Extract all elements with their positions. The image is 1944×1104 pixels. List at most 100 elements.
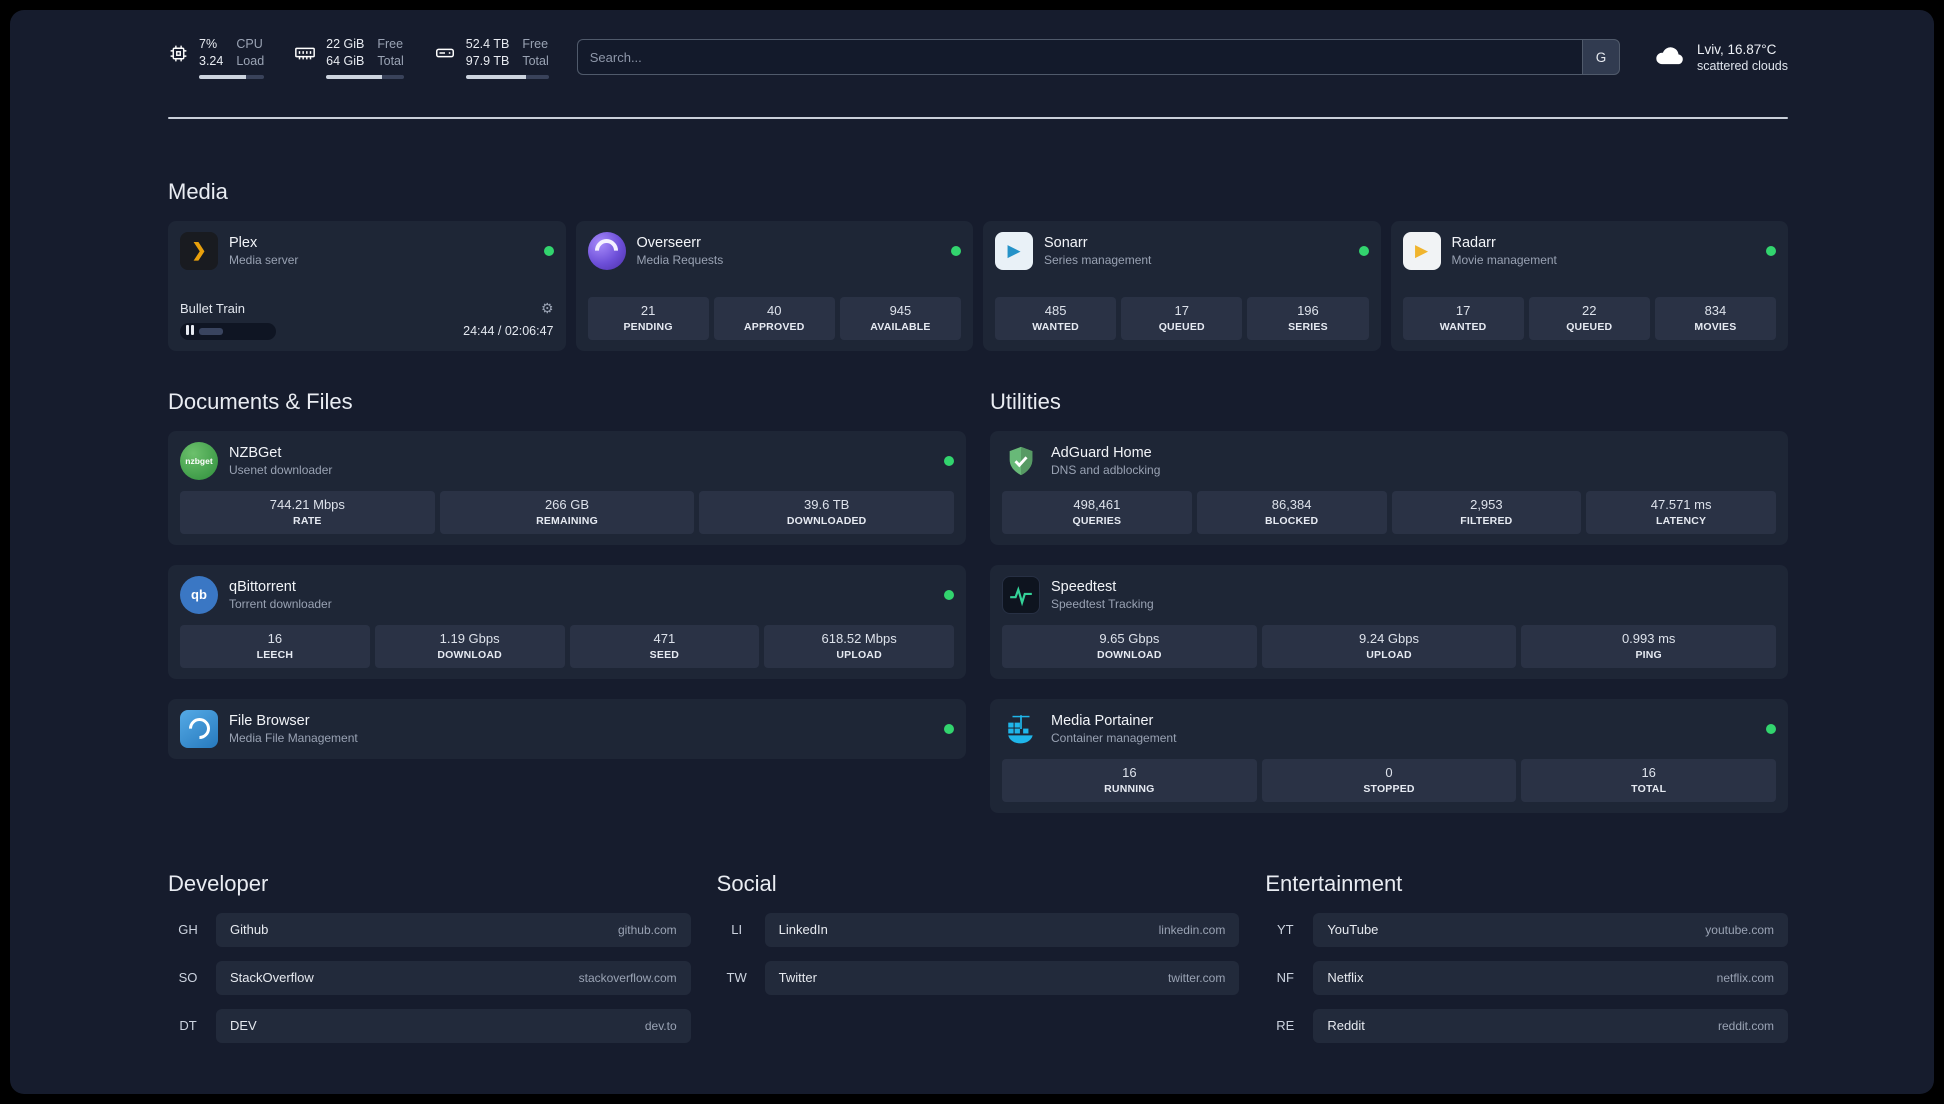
playback-progress-bar[interactable] bbox=[180, 322, 276, 340]
stat-pending: 21 PENDING bbox=[587, 296, 709, 340]
disk-total-label: Total bbox=[522, 54, 549, 69]
stat-value: 1.19 Gbps bbox=[439, 630, 500, 646]
app-title: Plex bbox=[229, 234, 258, 251]
disk-total-value: 97.9 TB bbox=[465, 54, 510, 69]
bookmark-link[interactable]: Reddit reddit.com bbox=[1313, 1008, 1788, 1043]
bookmark-abbr: RE bbox=[1276, 1018, 1295, 1033]
weather-widget: Lviv, 16.87°C scattered clouds bbox=[1654, 42, 1788, 73]
app-title: qBittorrent bbox=[229, 578, 296, 595]
app-title: Overseerr bbox=[636, 234, 701, 251]
stat-queued: 17 QUEUED bbox=[1121, 296, 1243, 340]
bookmark-abbr: YT bbox=[1277, 922, 1294, 937]
cpu-usage-label: CPU bbox=[236, 37, 263, 51]
stat-remaining: 266 GB REMAINING bbox=[439, 490, 695, 534]
stat-label: UPLOAD bbox=[1366, 648, 1412, 661]
plex-icon: ❯ bbox=[180, 231, 218, 270]
stat-value: 9.24 Gbps bbox=[1359, 630, 1419, 646]
bookmark-youtube: YT YouTube youtube.com bbox=[1265, 912, 1788, 947]
cpu-usage-value: 7% bbox=[199, 37, 218, 51]
dashboard: 7% 3.24 CPU Load bbox=[10, 10, 1934, 1094]
status-dot bbox=[944, 589, 954, 600]
pause-icon[interactable] bbox=[186, 322, 194, 340]
search-input[interactable] bbox=[576, 39, 1582, 76]
bookmark-abbr: LI bbox=[731, 922, 743, 937]
bookmark-twitter: TW Twitter twitter.com bbox=[717, 960, 1240, 995]
status-dot bbox=[944, 723, 954, 734]
app-title: AdGuard Home bbox=[1051, 444, 1152, 461]
app-title: Speedtest bbox=[1051, 578, 1117, 595]
bookmark-link[interactable]: DEV dev.to bbox=[216, 1008, 691, 1043]
stat-value: 0 bbox=[1385, 764, 1393, 780]
app-card-qbittorrent[interactable]: qb qBittorrent Torrent downloader 16 LEEC… bbox=[168, 564, 966, 679]
app-subtitle: Movie management bbox=[1451, 252, 1557, 267]
section-developer: Developer GH Github github.com SO StackO… bbox=[168, 871, 691, 1057]
app-card-portainer[interactable]: Media Portainer Container management 16 R… bbox=[990, 698, 1788, 813]
stat-upload: 9.24 Gbps UPLOAD bbox=[1261, 624, 1517, 668]
entertainment-section-title: Entertainment bbox=[1265, 870, 1403, 896]
app-card-adguard[interactable]: AdGuard Home DNS and adblocking 498,461 Q… bbox=[990, 430, 1788, 545]
memory-total-value: 64 GiB bbox=[326, 54, 365, 69]
stat-running: 16 RUNNING bbox=[1002, 758, 1257, 802]
app-card-nzbget[interactable]: nzbget NZBGet Usenet downloader 744.21 M… bbox=[168, 430, 966, 545]
bookmark-link[interactable]: YouTube youtube.com bbox=[1313, 912, 1788, 947]
bookmark-name: Github bbox=[230, 922, 269, 937]
stat-value: 0.993 ms bbox=[1621, 630, 1676, 646]
stat-label: RUNNING bbox=[1104, 782, 1155, 795]
cpu-usage-bar bbox=[199, 74, 265, 79]
settings-gear-icon[interactable]: ⚙ bbox=[540, 300, 554, 316]
qbittorrent-icon: qb bbox=[180, 575, 218, 614]
memory-widget: 22 GiB 64 GiB Free Total bbox=[294, 36, 404, 79]
status-dot bbox=[1766, 245, 1776, 256]
bookmark-name: Reddit bbox=[1327, 1018, 1365, 1033]
stat-label: PENDING bbox=[623, 320, 673, 333]
status-dot bbox=[1766, 723, 1776, 734]
stat-value: 471 bbox=[653, 630, 676, 646]
now-playing-title: Bullet Train bbox=[180, 300, 246, 316]
search-bar: G bbox=[576, 39, 1620, 76]
stat-available: 945 AVAILABLE bbox=[839, 296, 962, 340]
stat-value: 834 bbox=[1704, 302, 1727, 318]
overseerr-icon bbox=[587, 231, 626, 270]
bookmark-abbr: TW bbox=[726, 970, 747, 985]
portainer-whale-icon bbox=[1002, 710, 1040, 748]
cpu-load-label: Load bbox=[236, 54, 265, 69]
app-card-plex[interactable]: ❯ Plex Media server Bullet Train ⚙ bbox=[168, 220, 566, 351]
stat-label: LEECH bbox=[256, 648, 294, 661]
status-dot bbox=[944, 455, 954, 466]
bookmark-abbr: SO bbox=[178, 970, 198, 985]
stat-label: BLOCKED bbox=[1264, 514, 1319, 527]
cpu-load-value: 3.24 bbox=[199, 54, 224, 69]
section-documents-files: Documents & Files nzbget NZBGet Usenet d… bbox=[168, 389, 966, 759]
app-card-sonarr[interactable]: ▶ Sonarr Series management 485 WANTED 17 Q… bbox=[983, 220, 1381, 351]
cpu-chip-icon bbox=[168, 36, 189, 70]
bookmark-link[interactable]: Netflix netflix.com bbox=[1313, 960, 1788, 995]
disk-usage-bar bbox=[465, 74, 549, 79]
bookmark-url: stackoverflow.com bbox=[578, 970, 677, 985]
stat-label: DOWNLOAD bbox=[437, 648, 502, 661]
app-card-speedtest[interactable]: Speedtest Speedtest Tracking 9.65 Gbps DO… bbox=[990, 564, 1788, 679]
status-dot bbox=[543, 245, 554, 256]
stat-value: 39.6 TB bbox=[804, 496, 850, 512]
bookmark-link[interactable]: Github github.com bbox=[216, 912, 691, 947]
stat-label: AVAILABLE bbox=[870, 320, 931, 333]
search-provider-button[interactable]: G bbox=[1581, 39, 1620, 76]
stat-movies: 834 MOVIES bbox=[1654, 296, 1777, 340]
bookmark-name: StackOverflow bbox=[230, 970, 314, 985]
stat-queries: 498,461 QUERIES bbox=[1002, 490, 1192, 534]
app-subtitle: Media server bbox=[229, 252, 299, 267]
stat-label: FILTERED bbox=[1460, 514, 1513, 527]
bookmark-name: Twitter bbox=[778, 970, 817, 985]
app-title: Radarr bbox=[1451, 234, 1496, 251]
stat-label: WANTED bbox=[1032, 320, 1079, 333]
bookmark-link[interactable]: LinkedIn linkedin.com bbox=[764, 912, 1240, 947]
app-card-overseerr[interactable]: Overseerr Media Requests 21 PENDING 40 APP… bbox=[575, 220, 973, 351]
app-card-radarr[interactable]: ▶ Radarr Movie management 17 WANTED 22 QUE… bbox=[1390, 220, 1788, 351]
bookmark-name: DEV bbox=[230, 1018, 257, 1033]
bookmark-link[interactable]: StackOverflow stackoverflow.com bbox=[216, 960, 691, 995]
bookmark-link[interactable]: Twitter twitter.com bbox=[764, 960, 1240, 995]
top-bar: 7% 3.24 CPU Load bbox=[168, 36, 1788, 79]
stat-label: QUEUED bbox=[1158, 320, 1205, 333]
app-card-filebrowser[interactable]: File Browser Media File Management bbox=[168, 698, 966, 759]
nzbget-icon: nzbget bbox=[180, 441, 218, 480]
speedtest-pulse-icon bbox=[1002, 575, 1040, 614]
